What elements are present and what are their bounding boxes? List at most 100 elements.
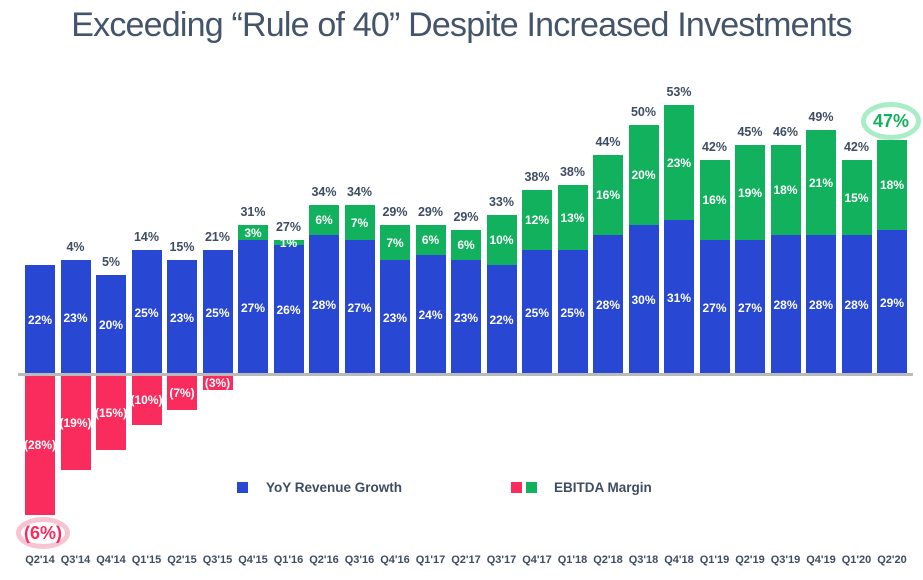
revenue-bar-label: 28%	[808, 298, 834, 312]
revenue-bar-label: 25%	[134, 305, 159, 320]
x-axis-label: Q4'18	[664, 554, 694, 566]
revenue-bar-label: 28%	[595, 298, 621, 312]
x-axis-line	[18, 373, 913, 376]
x-axis-label: Q3'17	[486, 554, 517, 566]
x-axis-label: Q1'20	[841, 554, 872, 566]
ebitda-bar-label: 3%	[244, 225, 262, 240]
ebitda-bar-segment-positive	[380, 225, 410, 260]
page-title: Exceeding “Rule of 40” Despite Increased…	[71, 6, 852, 44]
revenue-bar-label: 30%	[631, 293, 656, 307]
revenue-bar-label: 23%	[382, 310, 408, 325]
bar-total-label: 29%	[453, 210, 479, 224]
revenue-bar-segment	[131, 250, 162, 375]
revenue-legend-swatch	[237, 482, 248, 493]
ebitda-bar-label: (10%)	[130, 393, 163, 407]
x-axis-label: Q1'19	[699, 554, 730, 566]
ebitda-bar-label: (28%)	[23, 438, 57, 452]
x-axis-label: Q4'19	[806, 554, 836, 566]
revenue-bar-segment	[451, 260, 481, 375]
ebitda-bar-label: 13%	[560, 210, 585, 225]
bar-total-label: 44%	[595, 135, 621, 149]
ebitda-legend-label: EBITDA Margin	[554, 480, 652, 495]
revenue-bar-label: 26%	[276, 303, 301, 317]
bar-total-label: 34%	[346, 185, 373, 199]
revenue-bar-segment	[699, 240, 730, 375]
bar-total-label: 31%	[240, 205, 266, 219]
revenue-bar-segment	[273, 245, 304, 375]
x-axis-label: Q4'15	[238, 554, 268, 566]
revenue-bar-label: 24%	[418, 308, 443, 322]
ebitda-bar-segment-positive	[770, 145, 801, 235]
x-axis-label: Q2'20	[877, 554, 907, 566]
revenue-bar-segment	[557, 250, 588, 375]
ebitda-bar-label: 6%	[315, 213, 333, 227]
ebitda-bar-segment-positive	[593, 155, 623, 235]
revenue-bar-label: 23%	[169, 310, 195, 325]
x-axis-label: Q1'16	[273, 554, 304, 566]
ebitda-bar-label: 6%	[421, 233, 440, 247]
revenue-bar-segment	[25, 265, 55, 375]
bar-total-label: 29%	[417, 205, 444, 219]
ebitda-bar-segment-negative	[25, 375, 55, 515]
revenue-bar-label: 22%	[27, 313, 53, 327]
ebitda-bar-segment-positive	[522, 190, 552, 250]
ebitda-bar-segment-positive	[806, 130, 836, 235]
revenue-bar-segment	[238, 240, 268, 375]
ebitda-bar-segment-positive	[309, 205, 339, 235]
ebitda-bar-segment-negative	[96, 375, 126, 450]
ebitda-bar-segment-positive	[238, 225, 268, 240]
ebitda-bar-segment-negative	[131, 375, 162, 425]
revenue-bar-segment	[60, 260, 91, 375]
ebitda-bar-segment-negative	[167, 375, 197, 410]
ebitda-bar-label: 16%	[702, 193, 727, 207]
x-axis-label: Q3'18	[628, 554, 659, 566]
low-total-label: (6%)	[23, 523, 63, 543]
revenue-bar-label: 22%	[489, 313, 514, 327]
revenue-bar-segment	[664, 220, 694, 375]
revenue-bar-label: 28%	[773, 298, 798, 312]
ebitda-bar-label: (3%)	[204, 375, 231, 390]
revenue-bar-label: 27%	[240, 300, 266, 315]
ebitda-bar-label: (7%)	[169, 385, 195, 400]
x-axis-label: Q2'15	[167, 554, 197, 566]
revenue-bar-label: 25%	[560, 305, 585, 320]
ebitda-bar-label: 10%	[489, 233, 514, 247]
bar-total-label: 15%	[169, 240, 195, 254]
revenue-bar-label: 28%	[311, 298, 337, 312]
ebitda-bar-segment-positive	[664, 105, 694, 220]
x-axis-label: Q3'19	[770, 554, 801, 566]
revenue-bar-label: 28%	[844, 298, 869, 312]
legend-item-ebitda: EBITDA Margin	[511, 480, 652, 495]
x-axis-label: Q1'17	[415, 554, 446, 566]
ebitda-bar-segment-positive	[735, 145, 765, 240]
revenue-bar-label: 25%	[205, 305, 230, 320]
ebitda-bar-label: 21%	[808, 175, 834, 190]
low-total-highlight-ellipse	[16, 517, 70, 549]
revenue-bar-segment	[735, 240, 765, 375]
bar-total-label: 34%	[311, 185, 337, 199]
revenue-legend-label: YoY Revenue Growth	[266, 480, 403, 495]
ebitda-bar-segment-positive	[273, 240, 304, 245]
bar-total-label: 45%	[737, 125, 763, 139]
ebitda-bar-label: 19%	[737, 185, 763, 200]
bar-total-label: 5%	[101, 255, 121, 269]
bar-total-label: 27%	[275, 220, 302, 234]
ebitda-bar-label: 6%	[457, 238, 475, 252]
revenue-bar-segment	[96, 275, 126, 375]
ebitda-bar-segment-positive	[451, 230, 481, 260]
revenue-bar-segment	[522, 250, 552, 375]
revenue-bar-segment	[415, 255, 446, 375]
x-axis-label: Q2'14	[25, 554, 55, 566]
ebitda-bar-segment-positive	[557, 185, 588, 250]
ebitda-bar-label: 1%	[279, 235, 298, 250]
revenue-bar-label: 27%	[702, 300, 727, 315]
x-axis-label: Q2'17	[451, 554, 481, 566]
high-total-highlight-ellipse	[861, 102, 921, 140]
ebitda-bar-label: 15%	[844, 190, 869, 205]
high-total-label: 47%	[872, 111, 910, 131]
ebitda-bar-segment-positive	[344, 205, 375, 240]
bar-total-label: 42%	[701, 140, 728, 154]
bar-total-label: 14%	[133, 230, 160, 244]
